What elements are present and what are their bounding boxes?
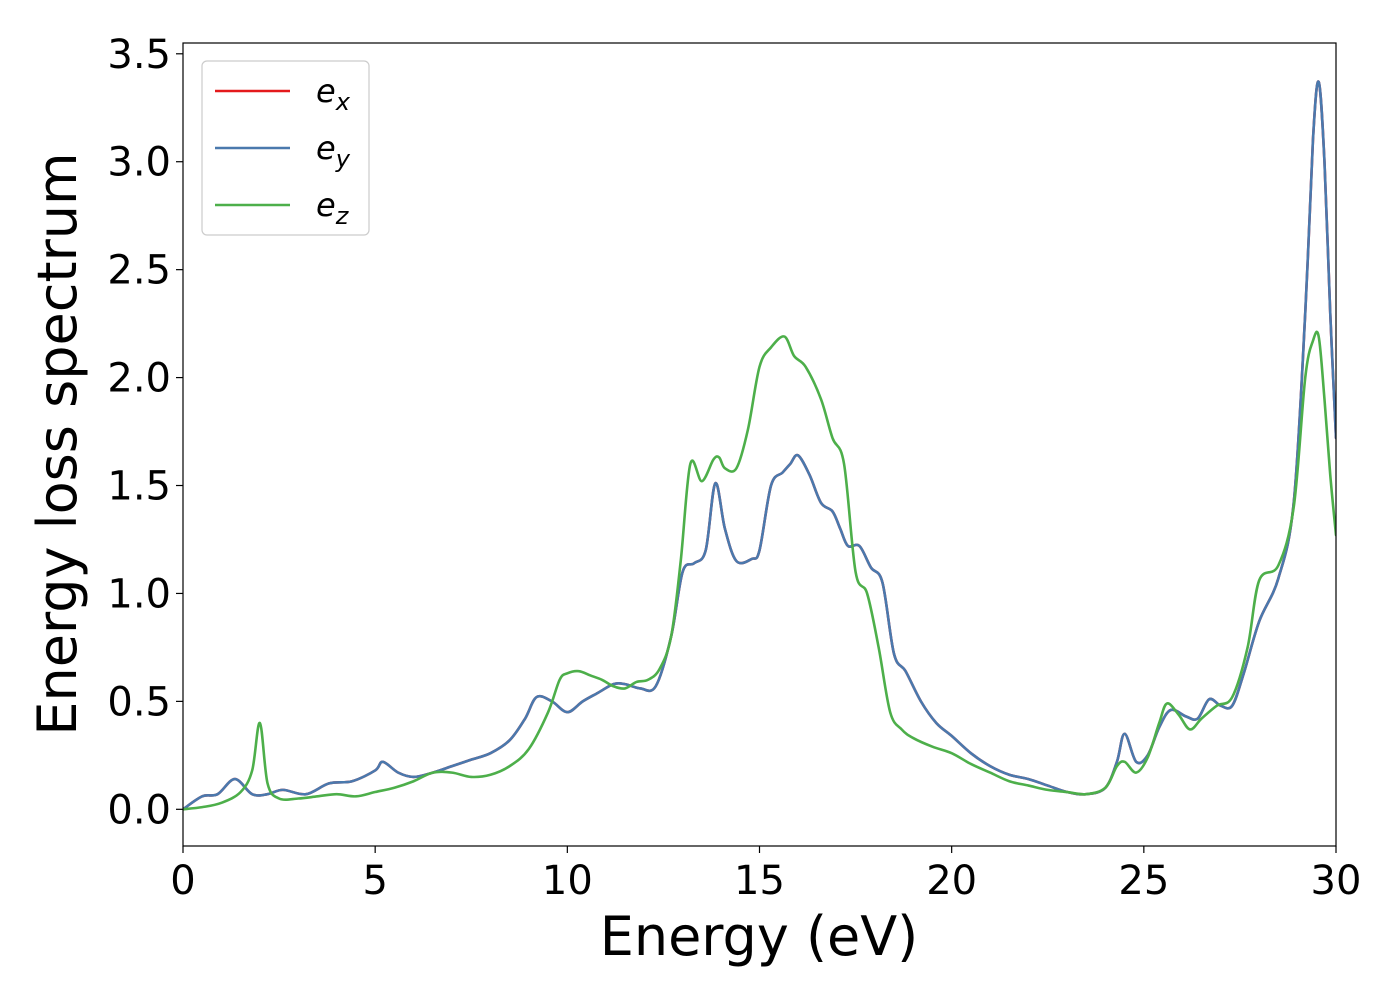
legend-label-y: ey [316, 129, 351, 173]
ticks-layer: 0 5 10 15 20 25 30 0.0 0.5 1.0 1.5 2.0 2.5 3.0 3.5 [107, 32, 1361, 904]
series-line-z [183, 330, 1336, 811]
x-tick-label: 30 [1311, 858, 1362, 904]
x-tick-label: 20 [926, 858, 977, 904]
x-tick-label: 5 [362, 858, 387, 904]
legend: ex ey ez [201, 60, 370, 236]
y-tick-label: 2.5 [107, 248, 171, 294]
x-tick-label: 10 [542, 858, 593, 904]
y-axis-label: Energy loss spectrum [26, 152, 89, 735]
x-tick-label: 25 [1118, 858, 1169, 904]
y-tick-label: 3.5 [107, 32, 171, 78]
x-tick-label: 0 [170, 858, 195, 904]
y-tick-label: 1.5 [107, 464, 171, 510]
y-tick-label: 0.5 [107, 679, 171, 725]
y-tick-label: 2.0 [107, 356, 171, 402]
legend-label-z: ez [316, 186, 350, 230]
x-tick-label: 15 [734, 858, 785, 904]
y-tick-label: 1.0 [107, 571, 171, 617]
legend-label-x: ex [316, 72, 351, 116]
y-tick-label: 0.0 [107, 787, 171, 833]
y-tick-label: 3.0 [107, 140, 171, 186]
series-layer [183, 80, 1336, 811]
x-axis-label: Energy (eV) [600, 905, 919, 968]
